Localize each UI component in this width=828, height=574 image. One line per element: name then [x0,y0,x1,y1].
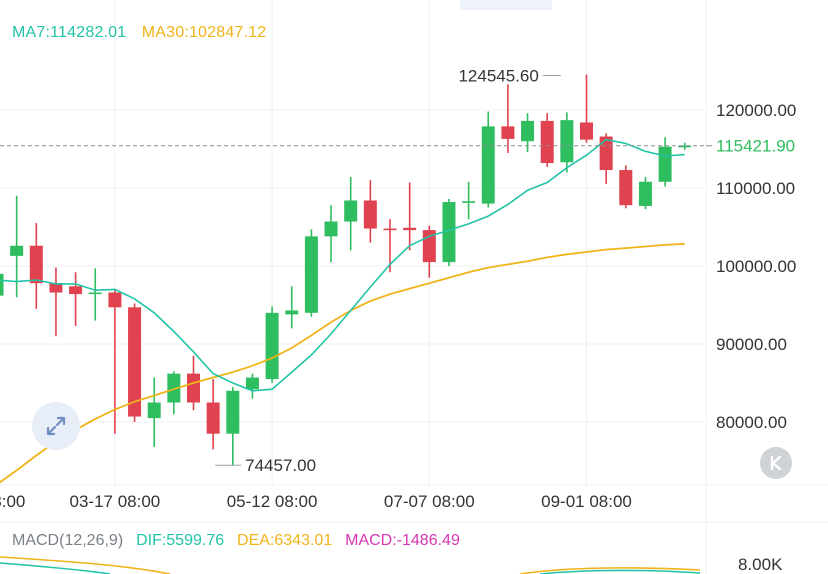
x-tick-label: 03-17 08:00 [70,492,161,511]
candle-body [363,200,377,229]
candle-body [619,170,633,206]
candle-body [167,373,181,403]
dif-value: DIF:5599.76 [136,532,225,549]
candle-body [678,145,692,148]
current-price-label: 115421.90 [716,137,795,156]
candle-body [49,283,63,293]
macd-dea-line [0,556,171,574]
x-tick-label: 07-07 08:00 [384,492,475,511]
candle-body [560,120,574,163]
candle-body [147,402,161,419]
candle-body [521,120,535,142]
moving-averages [0,138,685,484]
dea-value: DEA:6343.01 [237,532,333,549]
candle-body [69,286,83,295]
macd-dif-line [0,562,111,574]
high-annotation-label: 124545.60 [458,67,538,86]
low-annotation-label: 74457.00 [245,456,316,475]
candle-body [324,221,338,237]
x-tick-label: 09-01 08:00 [541,492,632,511]
ma30-legend: MA30:102847.12 [141,24,267,41]
candle-body [245,377,259,390]
macd-params: MACD(12,26,9) [12,532,124,549]
candle-body [206,402,220,434]
y-tick-label: 110000.00 [716,179,795,198]
x-tick-label: 0 08:00 [0,492,25,511]
grid-lines [0,0,706,485]
macd-value: MACD:-1486.49 [345,532,460,549]
y-tick-label: 100000.00 [716,257,796,276]
candles [0,74,692,466]
candle-body [501,126,515,139]
candle-body [481,126,495,204]
annotations: 124545.60 74457.00 [0,67,706,475]
candle-body [304,236,318,313]
candle-body [580,122,593,140]
candle-body [128,307,142,417]
y-tick-label: 80000.00 [716,413,787,432]
candle-body [462,201,476,203]
candle-body [383,228,397,231]
candle-body [599,136,613,171]
x-tick-label: 05-12 08:00 [227,492,318,511]
ma-legend: MA7:114282.01 MA30:102847.12 [12,24,266,42]
axes: 120000.00 110000.00 100000.00 90000.00 80000… [0,101,828,511]
macd-legend: MACD(12,26,9) DIF:5599.76 DEA:6343.01 MA… [12,532,460,550]
candle-body [344,200,358,222]
candle-body [108,292,122,308]
macd-axis-label: 8.00K [738,555,783,574]
candle-body [540,120,554,164]
macd-panel: 8.00K [0,555,783,574]
k-letter-icon [770,455,782,471]
expand-button[interactable] [32,402,80,450]
candle-body [442,202,456,263]
candle-body [187,373,200,403]
candle-body [638,181,652,206]
candle-body [29,245,43,284]
candle-body [226,390,240,434]
candle-body [10,245,24,256]
selected-tab-highlight [460,0,552,10]
y-tick-label: 120000.00 [716,101,796,120]
macd-dea-line-right [519,567,701,574]
candle-body [658,146,672,182]
kline-toggle-button[interactable] [760,447,792,479]
expand-arrows-icon [46,416,66,436]
candle-body [88,292,102,295]
ma7-line [0,138,685,392]
macd-dif-line-right [539,569,701,574]
ma7-legend: MA7:114282.01 [12,24,127,41]
candle-body [403,227,417,231]
ma30-line [0,242,685,484]
y-tick-label: 90000.00 [716,335,787,354]
current-price-tag-bg [708,132,828,159]
candle-body [0,273,4,296]
candle-body [265,312,279,380]
candle-body [285,310,299,315]
